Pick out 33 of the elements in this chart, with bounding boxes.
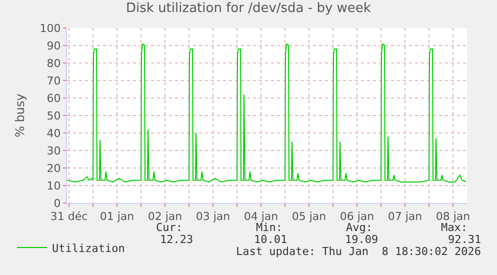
x-tick-label: 07 jan bbox=[388, 210, 422, 224]
y-axis-title: % busy bbox=[13, 94, 28, 138]
y-tick-label: 20 bbox=[46, 162, 61, 175]
y-tick-label: 0 bbox=[54, 196, 61, 210]
y-tick-label: 80 bbox=[46, 56, 61, 70]
y-tick-label: 30 bbox=[46, 144, 61, 158]
text: Min: bbox=[256, 221, 282, 234]
y-tick-label: 60 bbox=[46, 92, 61, 105]
y-tick-label: 10 bbox=[46, 179, 61, 192]
text: Last update: Thu Jan 8 18:30:02 2026 bbox=[236, 245, 482, 258]
y-tick-label: 70 bbox=[46, 74, 61, 88]
text: Max: bbox=[441, 221, 468, 234]
text: 12.23 bbox=[160, 233, 194, 246]
x-tick-label: 03 jan bbox=[196, 210, 230, 224]
chart-title: Disk utilization for /dev/sda - by week bbox=[126, 0, 372, 16]
y-tick-label: 90 bbox=[46, 39, 61, 52]
x-tick-label: 05 jan bbox=[292, 210, 326, 224]
text: 19.09 bbox=[345, 233, 378, 246]
y-tick-label: 40 bbox=[46, 126, 61, 140]
text: Avg: bbox=[346, 221, 372, 234]
y-tick-label: 50 bbox=[46, 109, 61, 122]
x-tick-label: 06 jan bbox=[340, 210, 374, 224]
x-tick-label: 04 jan bbox=[244, 210, 278, 224]
legend-label: Utilization bbox=[52, 242, 125, 255]
y-tick-label: 100 bbox=[40, 22, 61, 35]
x-tick-label: 01 jan bbox=[100, 210, 134, 224]
text: 10.01 bbox=[254, 233, 288, 246]
x-tick-label: 02 jan bbox=[148, 210, 182, 224]
text: 92.31 bbox=[448, 233, 482, 246]
x-tick-label: 08 jan bbox=[436, 210, 470, 224]
text: Cur: bbox=[156, 221, 182, 234]
x-tick-label: 31 déc bbox=[50, 210, 88, 224]
line-series bbox=[67, 43, 466, 182]
